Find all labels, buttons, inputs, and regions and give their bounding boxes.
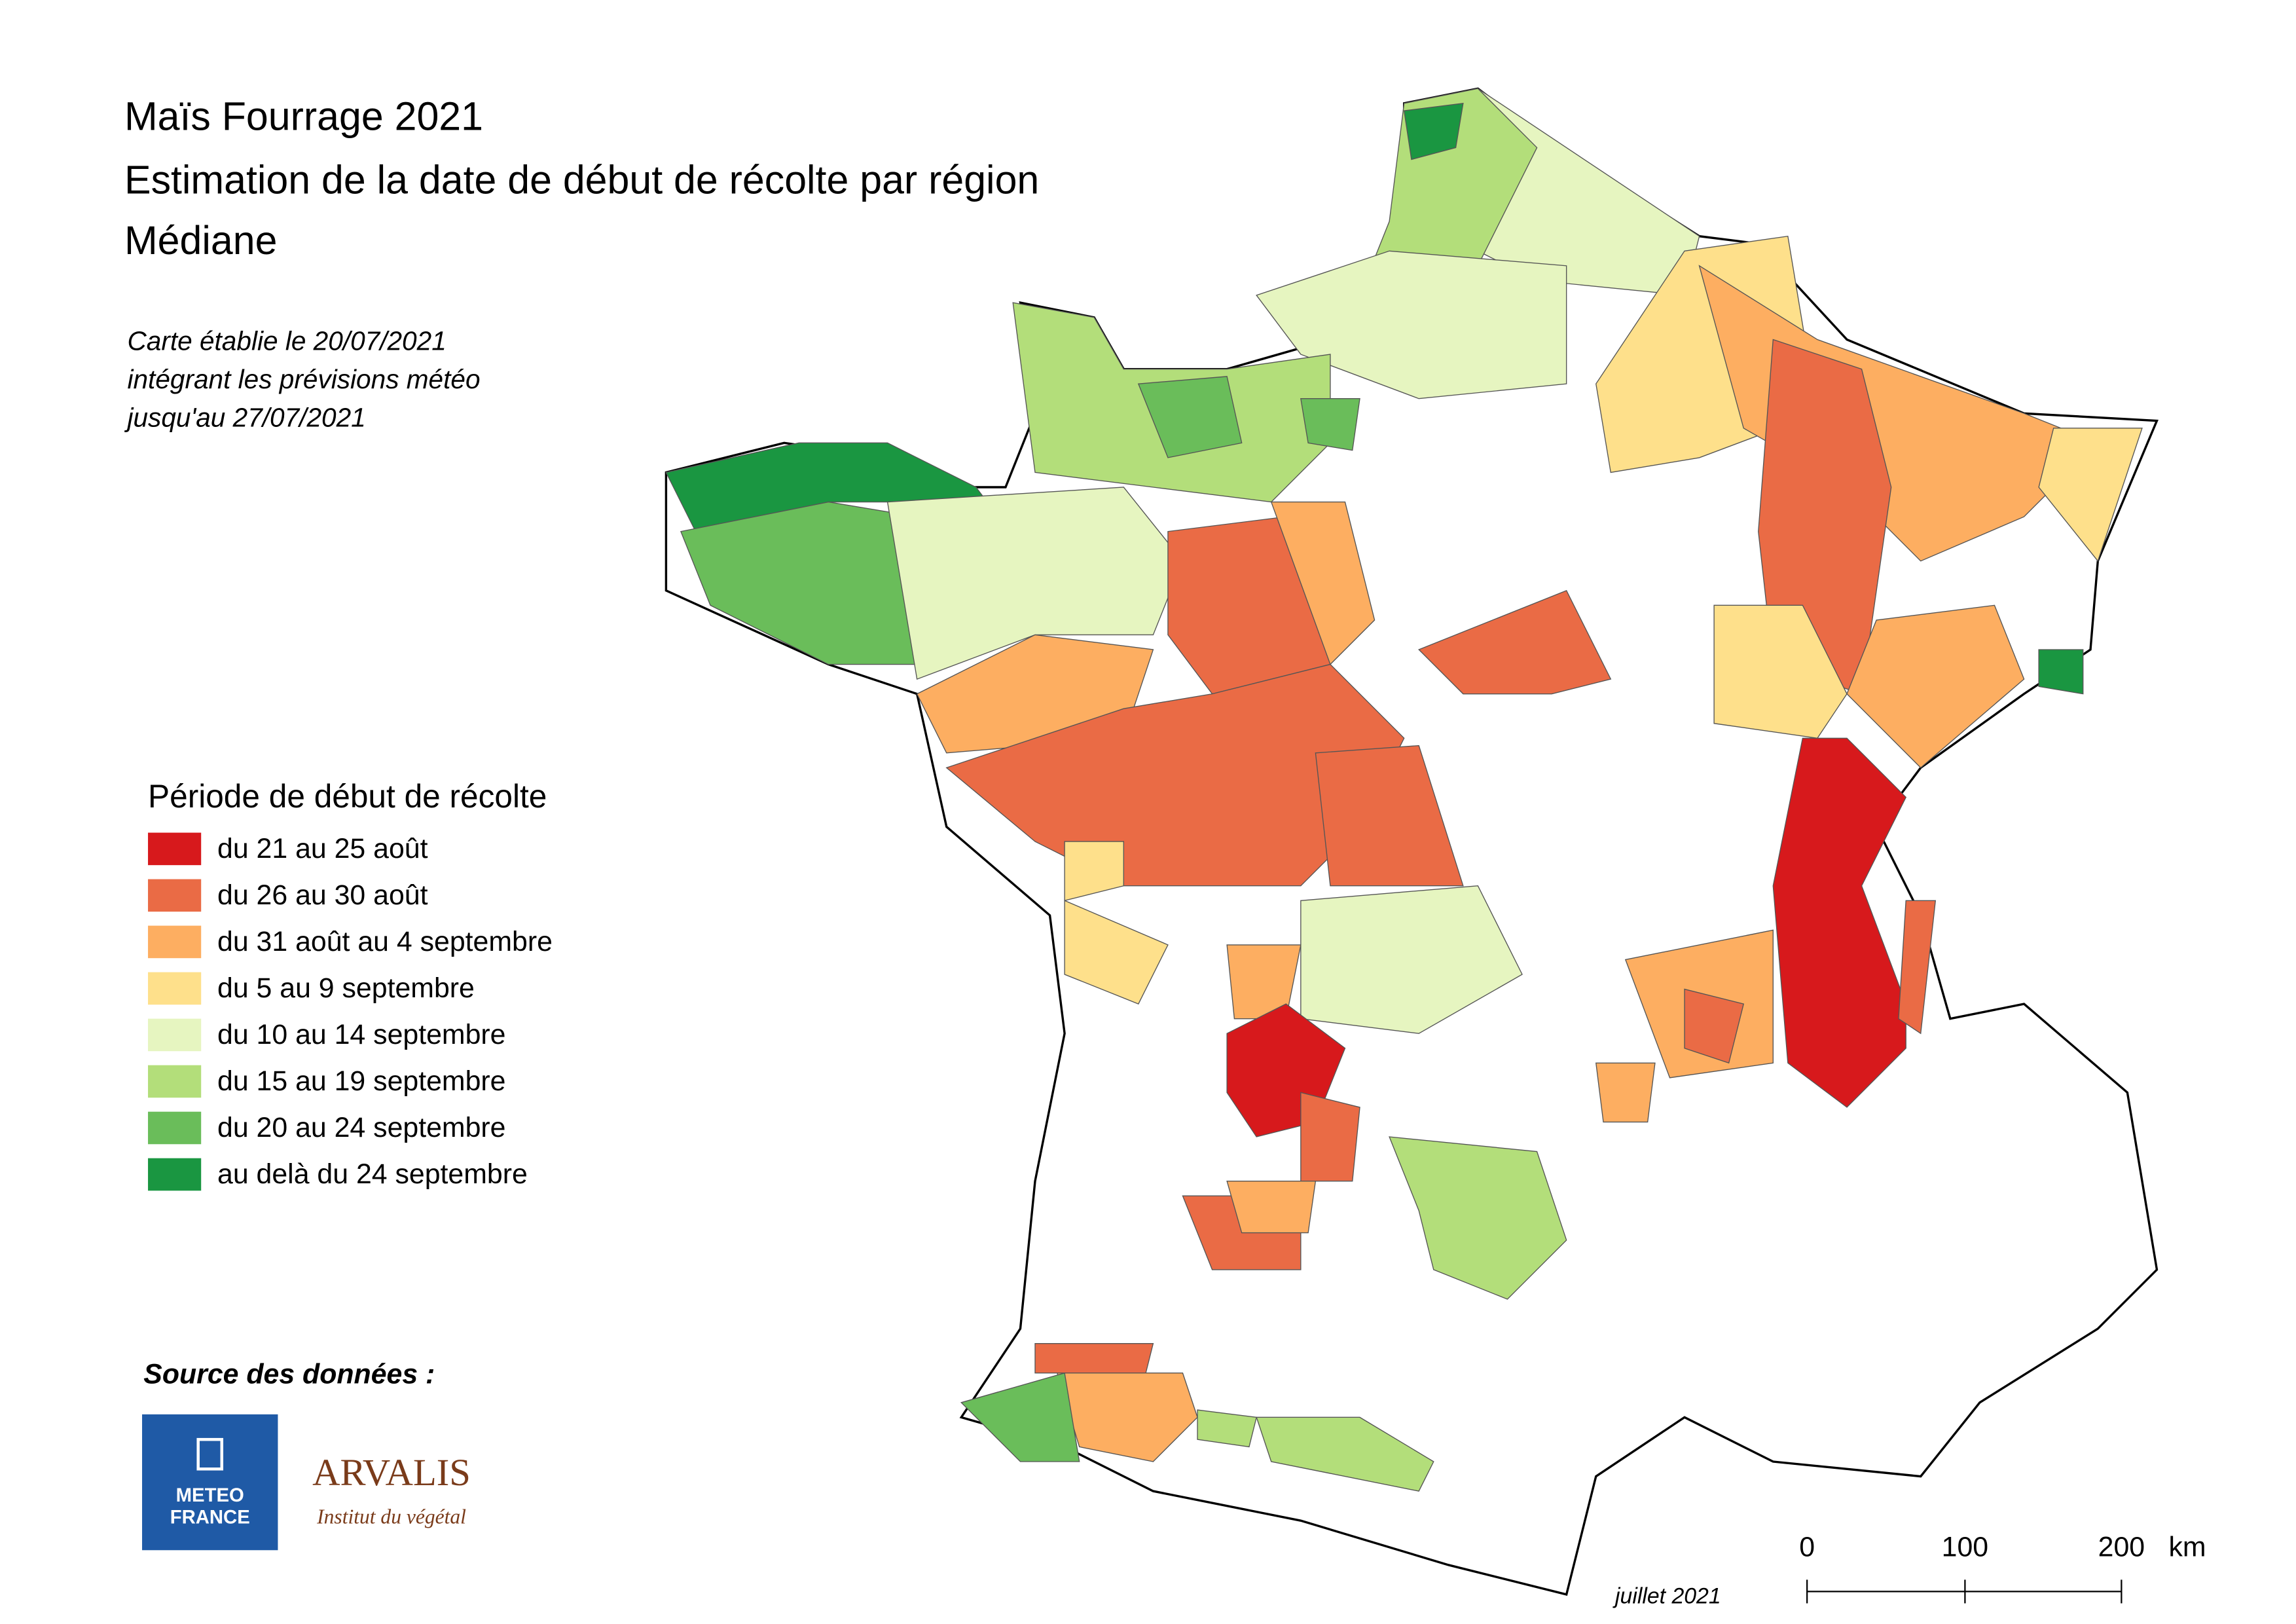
arvalis-subtitle: Institut du végétal xyxy=(316,1505,466,1528)
legend-swatch xyxy=(148,1111,202,1145)
region xyxy=(1300,1092,1360,1182)
region xyxy=(1684,988,1745,1064)
source-label: Source des données : xyxy=(143,1359,435,1390)
legend-label: du 31 août au 4 septembre xyxy=(217,926,553,957)
legend-swatch xyxy=(148,1018,202,1052)
region xyxy=(1064,841,1124,902)
title-line: Estimation de la date de début de récolt… xyxy=(124,157,1039,202)
logo-icon xyxy=(196,1437,224,1471)
region xyxy=(1056,1373,1198,1462)
legend-swatch xyxy=(148,1158,202,1191)
legend-label: du 26 au 30 août xyxy=(217,879,428,911)
region xyxy=(1256,250,1567,399)
legend-swatch xyxy=(148,925,202,959)
legend-swatch xyxy=(148,879,202,912)
region xyxy=(1713,604,1848,739)
scale-unit: km xyxy=(2169,1531,2206,1562)
region xyxy=(1772,737,1907,1108)
date-footer: juillet 2021 xyxy=(1613,1583,1721,1608)
legend-title: Période de début de récolte xyxy=(148,778,547,815)
note-line: intégrant les prévisions météo xyxy=(127,364,480,394)
region xyxy=(1403,103,1464,160)
legend-label: au delà du 24 septembre xyxy=(217,1158,528,1190)
region xyxy=(2038,649,2084,695)
region xyxy=(1034,1342,1154,1374)
region xyxy=(1595,1062,1656,1123)
region xyxy=(1197,1409,1258,1448)
scale-label: 200 xyxy=(2098,1531,2145,1562)
scale-label: 0 xyxy=(1799,1531,1815,1562)
arvalis-logo: ARVALIS xyxy=(312,1451,471,1494)
region xyxy=(1315,745,1464,887)
legend: du 21 au 25 août du 26 au 30 août du 31 ao… xyxy=(148,832,553,1191)
legend-swatch xyxy=(148,972,202,1005)
legend-label: du 5 au 9 septembre xyxy=(217,972,475,1004)
map xyxy=(665,87,2159,1596)
region xyxy=(1389,1136,1567,1300)
region xyxy=(1064,900,1169,1005)
region xyxy=(1846,604,2025,769)
legend-swatch xyxy=(148,832,202,866)
scale-label: 100 xyxy=(1942,1531,1988,1562)
legend-label: du 10 au 14 septembre xyxy=(217,1019,506,1050)
region xyxy=(2038,428,2143,563)
region xyxy=(960,1372,1080,1462)
meteo-logo xyxy=(142,1414,278,1551)
legend-swatch xyxy=(148,1065,202,1098)
region xyxy=(1256,1416,1434,1492)
region xyxy=(1300,398,1360,451)
scale-bar: 0 100 200 km xyxy=(1799,1531,2206,1604)
region xyxy=(1300,885,1523,1034)
region xyxy=(1898,900,1937,1035)
legend-label: du 20 au 24 septembre xyxy=(217,1112,506,1143)
region xyxy=(1137,376,1243,458)
region xyxy=(1418,589,1612,695)
logo-text: METEO xyxy=(176,1485,244,1506)
logo-text: FRANCE xyxy=(170,1507,250,1528)
region xyxy=(1226,1180,1317,1234)
region xyxy=(886,487,1184,680)
note-line: jusqu'au 27/07/2021 xyxy=(124,403,365,433)
region xyxy=(1270,501,1376,665)
title-line: Maïs Fourrage 2021 xyxy=(124,94,483,138)
legend-label: du 15 au 19 septembre xyxy=(217,1065,506,1097)
legend-label: du 21 au 25 août xyxy=(217,833,428,864)
regions xyxy=(665,88,2143,1492)
title-line: Médiane xyxy=(124,218,277,263)
note-line: Carte établie le 20/07/2021 xyxy=(127,325,446,356)
